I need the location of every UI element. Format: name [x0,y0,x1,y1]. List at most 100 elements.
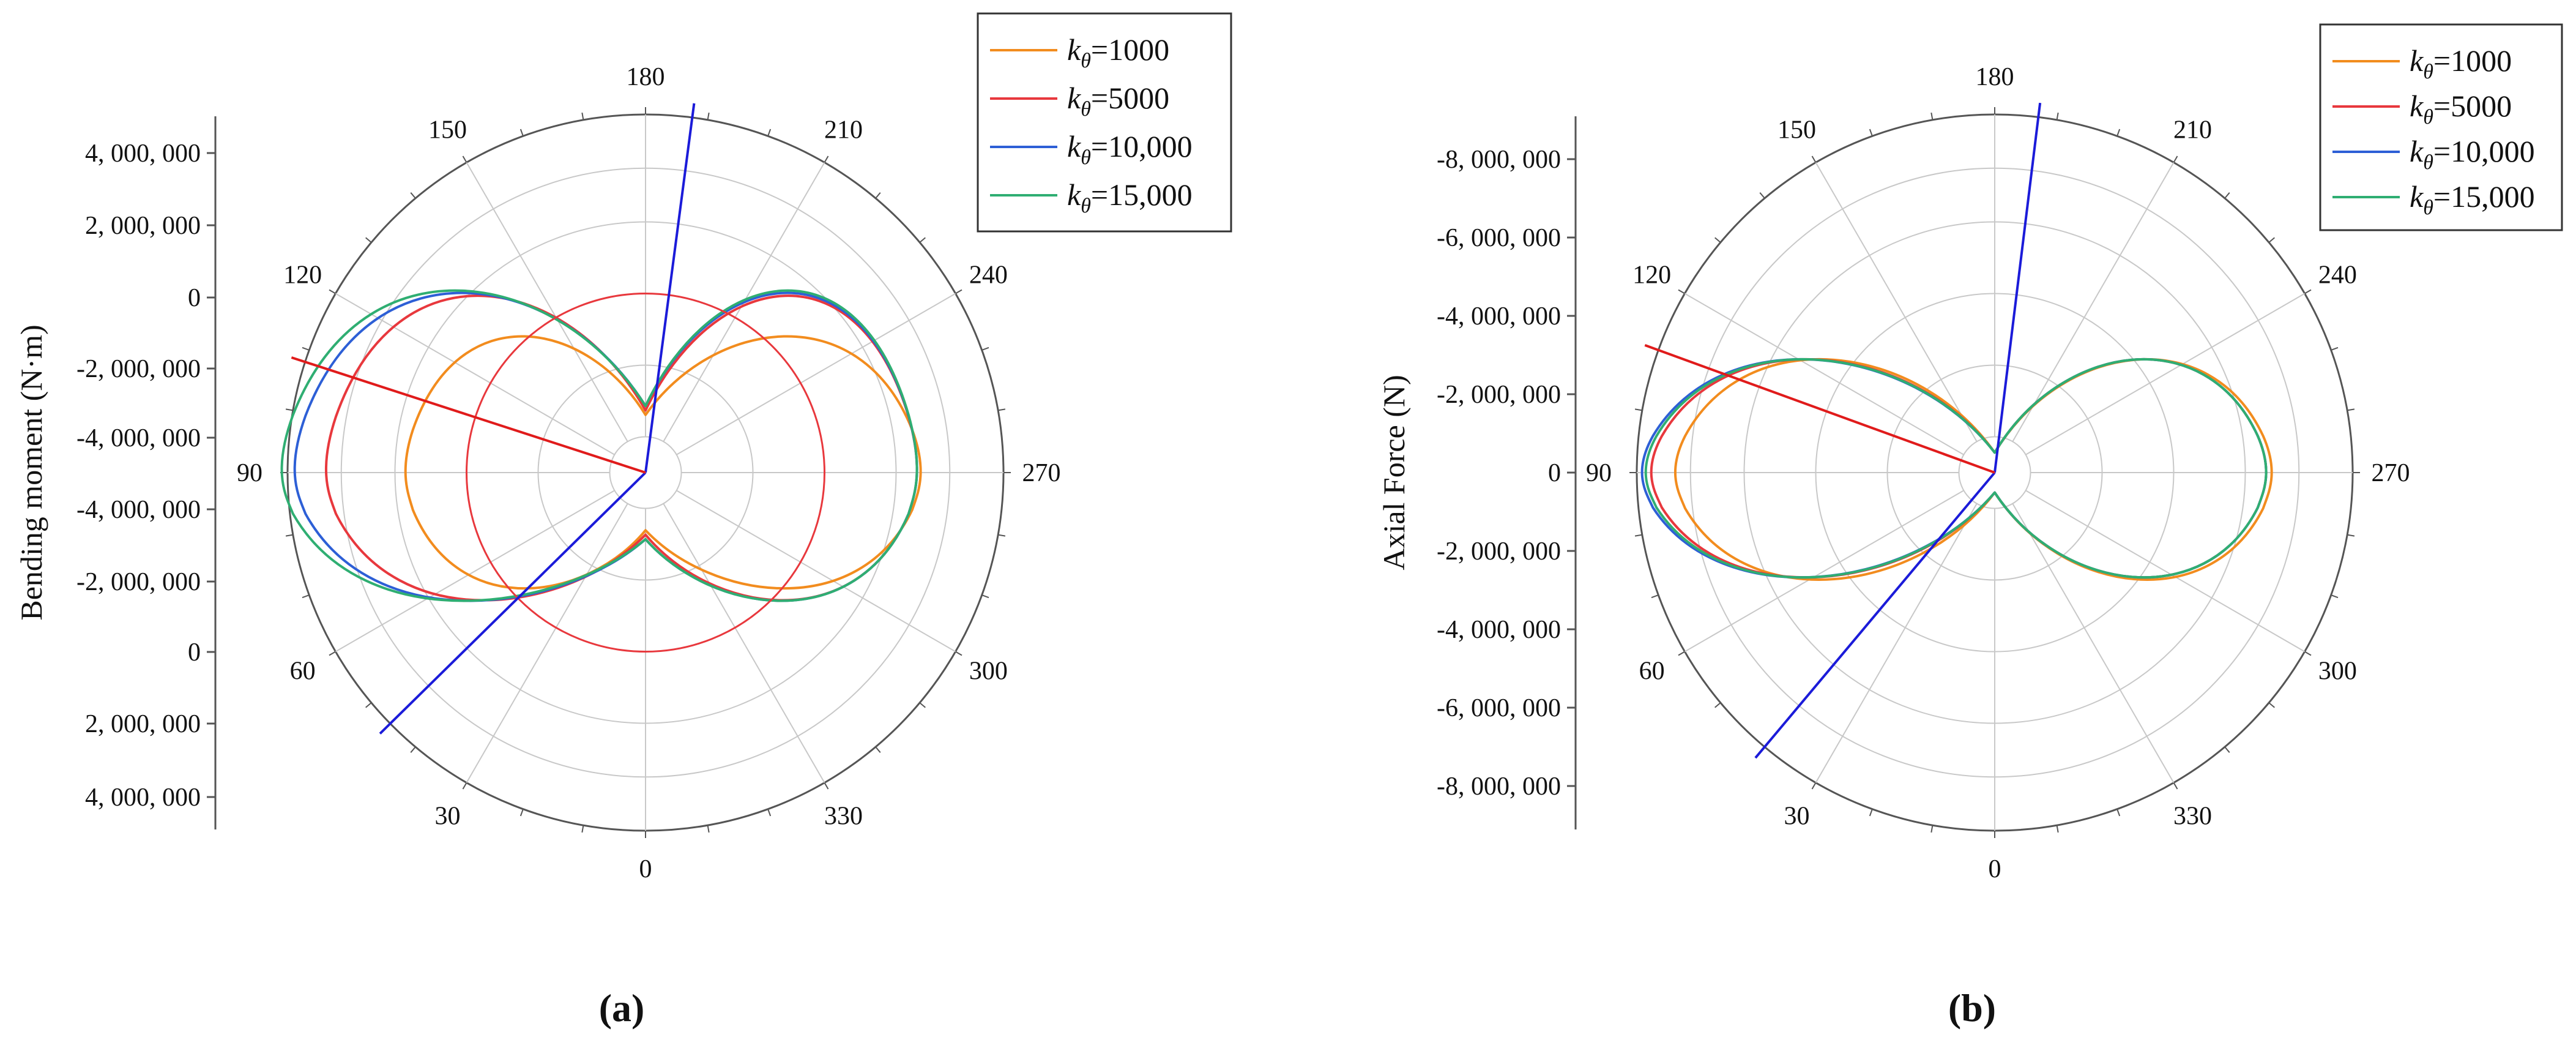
legend-subscript: θ [2423,151,2433,174]
polar-angle-tick [581,112,584,121]
polar-angle-tick [1930,825,1934,833]
polar-grid-spoke [1684,293,1964,455]
polar-grid-spoke [1815,503,1978,784]
polar-angle-tick [2173,155,2178,163]
radial-axis-tick-label: -8, 000, 000 [1437,146,1561,174]
angle-tick-label: 150 [428,116,467,144]
angle-tick-label: 270 [1022,459,1061,487]
radial-axis-tick-label: 0 [188,284,201,312]
radial-axis-tick-label: -6, 000, 000 [1437,224,1561,252]
polar-angle-tick [285,408,294,411]
polar-angle-tick [2116,129,2121,137]
polar-angle-tick [1811,155,1817,163]
polar-angle-tick [919,237,926,243]
polar-angle-tick [919,702,926,708]
legend-label: kθ=15,000 [1067,178,1193,217]
reference-line [1993,102,2042,473]
polar-angle-tick [2347,408,2355,411]
panel-label: (a) [599,986,645,1030]
legend-value: =1000 [2433,43,2512,78]
panel-a-bending-moment: 0 30 60 90 120 150 180 210 240 270 300 330 4, 000, 0… [14,12,1232,1030]
reference-line [1754,471,1996,759]
polar-angle-tick [875,746,881,753]
polar-angle-tick [462,782,467,790]
polar-angle-tick [1759,192,1765,199]
radial-axis-tick-label: 0 [1548,459,1561,487]
legend-label: kθ=10,000 [1067,129,1193,169]
angle-tick-label: 330 [824,802,863,830]
angle-tick-label: 90 [237,459,262,487]
polar-angle-tick [1930,112,1934,121]
polar-angle-tick [875,192,881,199]
polar-angle-tick [2304,289,2312,294]
polar-angle-tick [2331,594,2339,599]
polar-angle-tick [302,594,310,599]
polar-grid-spoke [663,503,825,784]
radial-axis-tick-label: -4, 000, 000 [1437,302,1561,331]
angle-tick-label: 60 [290,657,316,686]
radial-axis-tick-label: -2, 000, 000 [76,568,201,596]
radial-axis-tick-label: -4, 000, 000 [76,496,201,524]
polar-angle-tick [2347,534,2355,537]
polar-grid-spoke [466,503,628,784]
series-line-k15000 [280,289,918,602]
legend-label: kθ=5000 [2410,89,2512,129]
polar-angle-tick [285,534,294,537]
series-line-k15000 [1644,357,2268,579]
polar-angle-tick [1811,782,1817,790]
polar-grid-spoke [1815,162,1978,442]
polar-angle-tick [2304,651,2312,656]
angle-tick-label: 240 [969,261,1008,290]
legend-label: kθ=1000 [2410,43,2512,83]
polar-angle-tick [365,237,372,243]
polar-grid-spoke [2025,490,2306,653]
angle-tick-label: 60 [1639,657,1665,686]
radial-axis-tick-label: -2, 000, 000 [1437,381,1561,409]
angle-tick-label: 210 [2173,116,2212,144]
polar-angle-tick [2268,702,2275,708]
legend-k: k [2410,179,2424,214]
polar-angle-tick [519,809,524,817]
legend-k: k [1067,178,1081,212]
polar-angle-tick [410,746,416,753]
polar-angle-tick [329,289,336,294]
polar-angle-tick [462,155,467,163]
legend-k: k [1067,81,1081,115]
legend-value: =1000 [1091,32,1169,67]
polar-angle-tick [767,129,772,137]
legend-subscript: θ [2423,196,2433,219]
legend-subscript: θ [2423,61,2433,83]
polar-grid-spoke [676,490,956,653]
angle-tick-label: 30 [1784,802,1810,830]
polar-grid-spoke [466,162,628,442]
angle-tick-label: 240 [2318,261,2357,290]
legend-subscript: θ [1081,195,1091,217]
y-axis-title: Bending moment (N·m) [14,324,48,620]
polar-grid-spoke [2025,293,2306,455]
radial-axis-tick-label: 0 [188,638,201,667]
legend-label: kθ=15,000 [2410,179,2535,219]
legend-k: k [1067,32,1081,67]
radial-axis-tick-label: 4, 000, 000 [85,140,201,168]
polar-angle-tick [707,112,710,121]
polar-angle-tick [707,825,710,833]
angle-tick-label: 300 [2318,657,2357,686]
polar-angle-tick [824,782,829,790]
legend-value: =15,000 [1091,178,1193,212]
polar-angle-tick [1714,702,1721,708]
radial-axis-tick-label: -6, 000, 000 [1437,694,1561,722]
legend-subscript: θ [1081,146,1091,169]
polar-angle-tick [981,594,989,599]
radial-axis-tick-label: -8, 000, 000 [1437,773,1561,801]
polar-grid-spoke [1684,490,1964,653]
angle-tick-label: 120 [283,261,322,290]
legend-subscript: θ [1081,98,1091,121]
angle-tick-label: 180 [1976,63,2014,91]
legend-label: kθ=1000 [1067,32,1169,72]
legend-k: k [2410,134,2424,168]
polar-angle-tick [955,289,962,294]
polar-angle-tick [2224,192,2230,199]
polar-angle-tick [767,809,772,817]
